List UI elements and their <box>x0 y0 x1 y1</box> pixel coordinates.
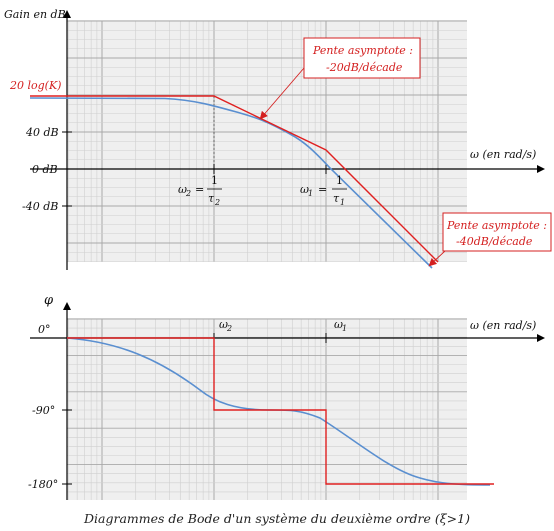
gain-panel: Gain en dB ω (en rad/s) 40 dB 0 dB -40 d… <box>4 8 552 270</box>
phase-x-axis-title: ω (en rad/s) <box>470 319 536 332</box>
phase-omega2-sub: 2 <box>226 324 232 333</box>
omega1-eq-den-sub: 1 <box>340 198 345 207</box>
gain-y-tick-label-minus40: -40 dB <box>22 200 58 213</box>
omega2-eq-den-sub: 2 <box>214 198 220 207</box>
gain-x-axis-title: ω (en rad/s) <box>470 148 536 161</box>
annotation-slope-20-line2: -20dB/décade <box>326 61 403 74</box>
phase-y-tick-label-minus180: -180° <box>28 478 58 491</box>
omega1-eq-sub: 1 <box>308 189 313 198</box>
omega2-eq-lhs: ω <box>178 183 187 196</box>
phase-omega2-label: ω <box>219 318 228 331</box>
phase-omega1-label: ω <box>334 318 343 331</box>
omega2-equation: ω 2 = 1 τ 2 <box>178 174 222 207</box>
annotation-slope-40-line1: Pente asymptote : <box>446 219 547 232</box>
gain-y-tick-label-0: 0 dB <box>32 163 58 176</box>
phase-y-tick-label-minus90: -90° <box>32 404 55 417</box>
annotation-slope-20: Pente asymptote : -20dB/décade <box>259 37 421 120</box>
omega1-eq-sign: = <box>318 183 327 196</box>
annotation-slope-40: Pente asymptote : -40dB/décade <box>428 212 552 267</box>
gain-y-tick-label-40: 40 dB <box>25 126 59 139</box>
omega1-eq-num: 1 <box>336 174 343 187</box>
annotation-slope-20-line1: Pente asymptote : <box>312 44 413 57</box>
phase-asymptote <box>67 337 494 485</box>
annotation-slope-40-box <box>442 212 552 252</box>
omega2-eq-sign: = <box>195 183 204 196</box>
omega1-eq-lhs: ω <box>300 183 309 196</box>
gain-asymptote <box>30 95 439 263</box>
omega2-eq-den: τ <box>208 192 215 205</box>
phase-omega1-sub: 1 <box>342 324 347 333</box>
omega1-equation: ω 1 = 1 τ 1 <box>300 174 347 207</box>
phase-panel: φ ω (en rad/s) 0° -90° -180° ω 2 ω 1 <box>28 293 545 500</box>
omega2-eq-sub: 2 <box>185 189 191 198</box>
phase-y-tick-label-0: 0° <box>38 323 51 336</box>
gain-y-axis-title: Gain en dB <box>4 8 66 21</box>
omega2-eq-num: 1 <box>211 174 218 187</box>
gain-real-curve <box>29 97 433 269</box>
annotation-slope-40-arrow <box>428 250 446 267</box>
omega1-eq-den: τ <box>333 192 340 205</box>
figure-caption: Diagrammes de Bode d'un système du deuxi… <box>83 511 470 526</box>
annotation-slope-20-arrow <box>259 67 305 120</box>
annotation-slope-40-line2: -40dB/décade <box>456 235 533 248</box>
phase-y-axis-title: φ <box>44 293 54 308</box>
annotation-slope-20-box <box>303 37 421 79</box>
static-gain-label: 20 log(K) <box>9 79 61 92</box>
